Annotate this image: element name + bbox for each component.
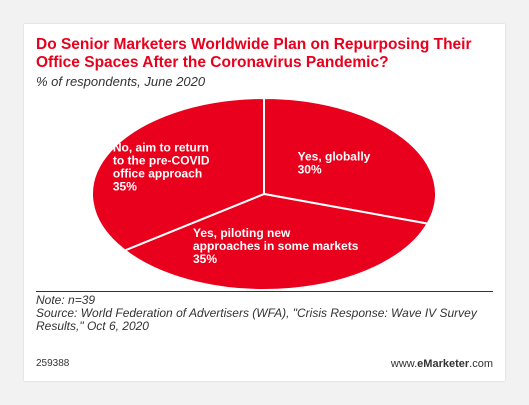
brand-suffix: .com [469, 358, 493, 370]
brand-name: eMarketer [417, 358, 470, 370]
note-text: Note: n=39 [36, 293, 96, 307]
chart-id: 259388 [36, 358, 70, 369]
pie-slice [263, 96, 437, 225]
slice-category-label: office approach [113, 166, 202, 180]
pie-slice [122, 192, 430, 291]
slice-value-label: 30% [298, 162, 322, 176]
source-text: Source: World Federation of Advertisers … [36, 306, 477, 333]
chart-card: Do Senior Marketers Worldwide Plan on Re… [24, 24, 505, 381]
chart-title: Do Senior Marketers Worldwide Plan on Re… [36, 36, 472, 71]
chart-notes: Note: n=39 Source: World Federation of A… [36, 294, 496, 333]
pie-slices [91, 96, 437, 291]
footer-divider [36, 291, 493, 292]
chart-subtitle: % of respondents, June 2020 [36, 74, 206, 89]
slice-label: Yes, piloting new approaches in some mark… [193, 226, 359, 266]
brand-link[interactable]: www.eMarketer.com [391, 358, 493, 370]
slice-category-label: Yes, piloting new [193, 226, 291, 240]
slice-label: No, aim to return to the pre-COVID office … [113, 140, 210, 193]
slice-value-label: 35% [113, 179, 137, 193]
slice-category-label: approaches in some markets [193, 239, 359, 253]
slice-category-label: to the pre-COVID [113, 153, 210, 167]
pie-slice [91, 96, 265, 252]
pie-chart: Yes, globally 30% Yes, piloting new approac… [91, 96, 437, 291]
slice-category-label: No, aim to return [113, 140, 209, 154]
slice-value-label: 35% [193, 252, 217, 266]
pie-labels: Yes, globally 30% Yes, piloting new approac… [113, 140, 371, 266]
slice-category-label: Yes, globally [298, 149, 371, 163]
brand-prefix: www. [390, 358, 418, 370]
slice-label: Yes, globally 30% [298, 149, 371, 176]
